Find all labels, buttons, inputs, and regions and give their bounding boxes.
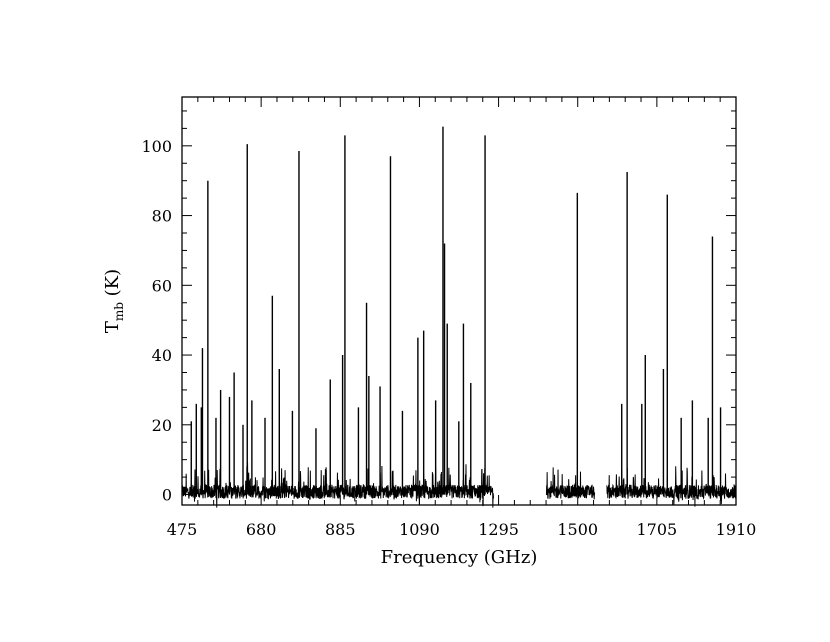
y-axis-label-unit: (K) bbox=[102, 269, 123, 302]
y-tick-label: 60 bbox=[152, 276, 172, 295]
y-axis-label-main: T bbox=[102, 321, 123, 333]
x-tick-labels: 475 680 885 1090 1295 1500 1705 1910 bbox=[167, 520, 757, 539]
x-tick-label: 1500 bbox=[557, 520, 598, 539]
x-tick-label: 885 bbox=[325, 520, 356, 539]
y-tick-label: 40 bbox=[152, 346, 172, 365]
y-tick-label: 80 bbox=[152, 207, 172, 226]
y-axis-label: Tmb (K) bbox=[102, 269, 126, 333]
y-tick-label: 0 bbox=[162, 486, 172, 505]
y-tick-label: 100 bbox=[141, 137, 172, 156]
x-tick-label: 1910 bbox=[716, 520, 757, 539]
spectrum-segment-2 bbox=[545, 467, 596, 500]
x-tick-label: 475 bbox=[167, 520, 198, 539]
axis-ticks bbox=[181, 97, 737, 505]
y-tick-label: 20 bbox=[152, 416, 172, 435]
spectrum-segment-3 bbox=[606, 466, 737, 507]
x-axis-label: Frequency (GHz) bbox=[381, 547, 538, 568]
x-tick-label: 680 bbox=[246, 520, 277, 539]
x-tick-label: 1090 bbox=[399, 520, 440, 539]
x-tick-label: 1705 bbox=[636, 520, 677, 539]
plot-frame bbox=[181, 96, 737, 506]
x-tick-label: 1295 bbox=[478, 520, 519, 539]
y-axis-label-subscript: mb bbox=[112, 302, 126, 321]
y-tick-labels: 0 20 40 60 80 100 bbox=[141, 137, 172, 505]
spectrum-series bbox=[181, 126, 737, 508]
